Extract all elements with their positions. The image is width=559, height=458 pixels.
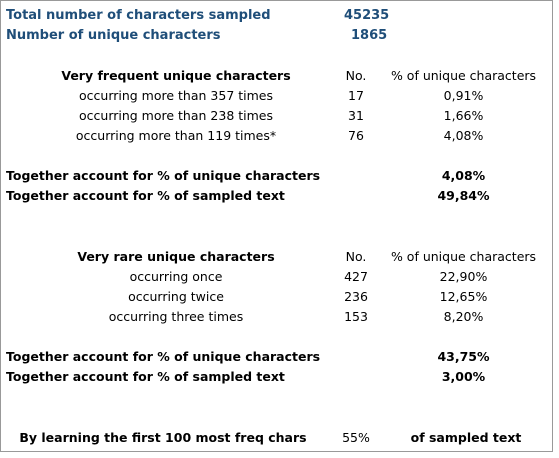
- frequent-together-text-label: Together account for % of sampled text: [6, 188, 285, 203]
- rare-together-unique-label: Together account for % of unique charact…: [6, 349, 321, 364]
- total-characters-label: Total number of characters sampled: [6, 8, 271, 23]
- frequent-heading: Very frequent unique characters: [61, 68, 291, 83]
- frequent-row-label: occurring more than 357 times: [79, 88, 273, 103]
- rare-together-text-label: Together account for % of sampled text: [6, 369, 285, 384]
- frequent-row-label: occurring more than 119 times*: [75, 128, 277, 143]
- rare-row-label: occurring three times: [108, 309, 244, 324]
- frequent-row-pct: 4,08%: [443, 128, 484, 143]
- footer-learning-value: 55%: [342, 430, 370, 445]
- frequent-row-pct: 1,66%: [443, 108, 484, 123]
- rare-row-label: occurring once: [129, 269, 223, 284]
- frequent-row-no: 31: [348, 108, 364, 123]
- footer-learning-suffix: of sampled text: [410, 430, 522, 445]
- frequent-col-no: No.: [345, 68, 367, 83]
- rare-row-no: 427: [344, 269, 368, 284]
- unique-characters-label: Number of unique characters: [6, 28, 221, 43]
- frequent-row-no: 17: [348, 88, 364, 103]
- rare-row-pct: 12,65%: [439, 289, 488, 304]
- rare-row-pct: 8,20%: [443, 309, 484, 324]
- frequent-row-label: occurring more than 238 times: [79, 108, 273, 123]
- rare-row-pct: 22,90%: [439, 269, 488, 284]
- frequent-together-unique-label: Together account for % of unique charact…: [6, 168, 321, 183]
- total-characters-value: 45235: [344, 8, 390, 23]
- rare-col-pct: % of unique characters: [390, 249, 537, 264]
- spreadsheet-table: Total number of characters sampled 45235…: [0, 0, 553, 452]
- frequent-row-no: 76: [348, 128, 364, 143]
- frequent-together-text-value: 49,84%: [437, 188, 490, 203]
- rare-row-label: occurring twice: [128, 289, 224, 304]
- frequent-together-unique-value: 4,08%: [441, 168, 486, 183]
- footer-learning-label: By learning the first 100 most freq char…: [19, 430, 307, 445]
- frequent-row-pct: 0,91%: [443, 88, 484, 103]
- frequent-col-pct: % of unique characters: [390, 68, 537, 83]
- rare-together-text-value: 3,00%: [441, 369, 486, 384]
- rare-row-no: 236: [344, 289, 368, 304]
- rare-heading: Very rare unique characters: [77, 249, 275, 264]
- rare-col-no: No.: [345, 249, 367, 264]
- unique-characters-value: 1865: [351, 28, 388, 43]
- rare-together-unique-value: 43,75%: [437, 349, 490, 364]
- rare-row-no: 153: [344, 309, 368, 324]
